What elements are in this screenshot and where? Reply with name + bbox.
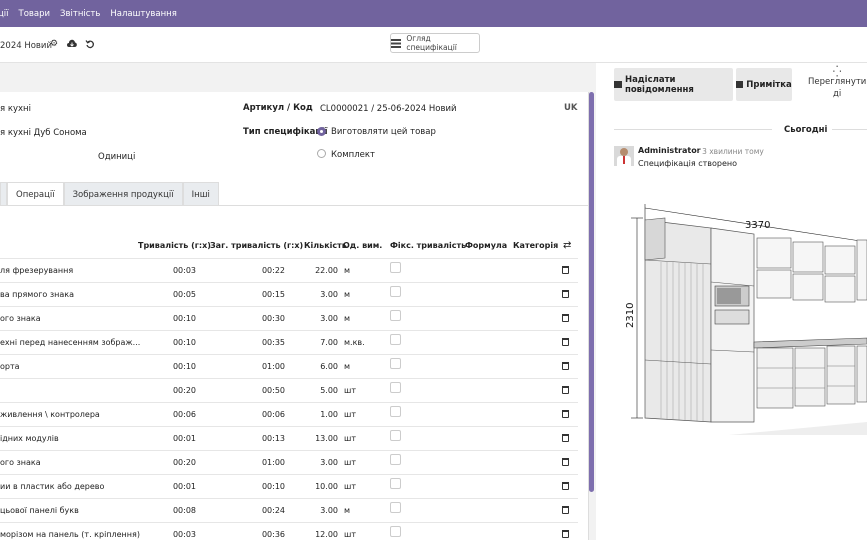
- trash-icon[interactable]: [562, 434, 569, 442]
- sticky-note-icon: [736, 81, 744, 88]
- width-dimension-label: 3370: [745, 220, 770, 231]
- form-scrollbar[interactable]: [589, 92, 594, 492]
- gear-icon[interactable]: ⚙: [50, 39, 59, 49]
- table-row[interactable]: живлення \ контролера 00:06 00:06 1.00 ш…: [0, 402, 578, 426]
- fixed-duration-checkbox[interactable]: [390, 478, 401, 489]
- fixed-duration-checkbox[interactable]: [390, 358, 401, 369]
- note-label: Примітка: [746, 79, 792, 90]
- spec-overview-label: Огляд специфікації: [406, 34, 457, 52]
- dots-icon: ⁛: [832, 65, 842, 78]
- spec-type-label: Тип специфікації: [243, 127, 328, 137]
- product-field[interactable]: я кухні: [0, 104, 31, 114]
- table-row[interactable]: ии в пластик або дерево 00:01 00:10 10.0…: [0, 474, 578, 498]
- col-fixed-duration[interactable]: Фікс. тривалість: [390, 241, 467, 250]
- table-row[interactable]: ля фрезерування 00:03 00:22 22.00 м: [0, 258, 578, 282]
- trash-icon[interactable]: [562, 314, 569, 322]
- menu-item-reporting[interactable]: Звітність: [60, 8, 101, 19]
- radio-kit-label: Комплект: [331, 150, 375, 160]
- fixed-duration-checkbox[interactable]: [390, 262, 401, 273]
- col-uom[interactable]: Од. вим.: [343, 241, 383, 250]
- tab-product-images[interactable]: Зображення продукції: [63, 182, 183, 206]
- fixed-duration-checkbox[interactable]: [390, 454, 401, 465]
- tab-components[interactable]: [0, 182, 7, 206]
- view-button[interactable]: ⁛ Переглянути ді: [808, 65, 867, 99]
- table-row[interactable]: ідних модулів 00:01 00:13 13.00 шт: [0, 426, 578, 450]
- top-navbar: ції Товари Звітність Налаштування: [0, 0, 867, 27]
- trash-icon[interactable]: [562, 410, 569, 418]
- language-badge[interactable]: UK: [564, 103, 578, 113]
- table-row[interactable]: цьової панелі букв 00:08 00:24 3.00 м: [0, 498, 578, 522]
- tab-operations[interactable]: Операції: [7, 182, 64, 206]
- table-row[interactable]: ого знака 00:10 00:30 3.00 м: [0, 306, 578, 330]
- trash-icon[interactable]: [562, 362, 569, 370]
- col-total-duration[interactable]: Заг. тривалість (г:х): [210, 241, 304, 250]
- menu-item-settings[interactable]: Налаштування: [110, 8, 177, 19]
- spec-overview-button[interactable]: Огляд специфікації: [390, 33, 480, 53]
- col-formula[interactable]: Формула: [465, 241, 508, 250]
- cloud-save-icon[interactable]: [67, 39, 77, 49]
- fixed-duration-checkbox[interactable]: [390, 286, 401, 297]
- fixed-duration-checkbox[interactable]: [390, 526, 401, 537]
- avatar[interactable]: [614, 146, 634, 166]
- note-button[interactable]: Примітка: [736, 68, 792, 101]
- discard-icon[interactable]: [85, 39, 95, 49]
- divider-left: [614, 129, 772, 130]
- trash-icon[interactable]: [562, 530, 569, 538]
- radio-manufacture[interactable]: [317, 127, 326, 136]
- trash-icon[interactable]: [562, 266, 569, 274]
- column-settings-icon[interactable]: ⇄: [563, 240, 572, 251]
- col-duration[interactable]: Тривалість (г:х): [138, 241, 211, 250]
- send-message-button[interactable]: Надіслати повідомлення: [614, 68, 733, 101]
- variant-field[interactable]: я кухні Дуб Сонома: [0, 128, 87, 138]
- tab-divider: [0, 205, 588, 206]
- table-row[interactable]: ва прямого знака 00:05 00:15 3.00 м: [0, 282, 578, 306]
- menu-item-products[interactable]: Товари: [18, 8, 51, 19]
- trash-icon[interactable]: [562, 386, 569, 394]
- envelope-icon: [614, 81, 622, 88]
- today-separator: Сьогодні: [784, 125, 828, 135]
- table-row[interactable]: 00:20 00:50 5.00 шт: [0, 378, 578, 402]
- height-dimension-label: 2310: [625, 303, 636, 328]
- table-row[interactable]: орта 00:10 01:00 6.00 м: [0, 354, 578, 378]
- fixed-duration-checkbox[interactable]: [390, 382, 401, 393]
- divider-right: [832, 129, 867, 130]
- trash-icon[interactable]: [562, 458, 569, 466]
- form-tabs: Операції Зображення продукції Інші: [0, 182, 219, 206]
- control-bar: 2024 Новий ⚙ Огляд специфікації: [0, 27, 867, 63]
- message-time: - 3 хвилини тому: [697, 147, 764, 156]
- article-label: Артикул / Код: [243, 103, 313, 113]
- trash-icon[interactable]: [562, 290, 569, 298]
- menu-icon: [391, 38, 402, 48]
- form-sheet: [0, 92, 589, 540]
- send-message-label: Надіслати повідомлення: [624, 74, 694, 95]
- table-row[interactable]: ехні перед нанесенням зображ... 00:10 00…: [0, 330, 578, 354]
- units-field[interactable]: Одиниці: [98, 152, 136, 162]
- fixed-duration-checkbox[interactable]: [390, 310, 401, 321]
- breadcrumb: 2024 Новий: [0, 41, 52, 51]
- tab-other[interactable]: Інші: [182, 182, 219, 206]
- article-value[interactable]: CL0000021 / 25-06-2024 Новий: [320, 104, 457, 114]
- message-body: Специфікація створено: [638, 159, 737, 168]
- menu-item-operations[interactable]: ції: [0, 8, 9, 19]
- fixed-duration-checkbox[interactable]: [390, 406, 401, 417]
- col-category[interactable]: Категорія: [513, 241, 559, 250]
- trash-icon[interactable]: [562, 482, 569, 490]
- radio-kit[interactable]: [317, 149, 326, 158]
- col-quantity[interactable]: Кількість: [304, 241, 347, 250]
- fixed-duration-checkbox[interactable]: [390, 334, 401, 345]
- kitchen-drawing-image[interactable]: 3370 2310: [609, 190, 867, 435]
- fixed-duration-checkbox[interactable]: [390, 502, 401, 513]
- radio-manufacture-label: Виготовляти цей товар: [331, 127, 436, 137]
- fixed-duration-checkbox[interactable]: [390, 430, 401, 441]
- trash-icon[interactable]: [562, 338, 569, 346]
- message-author[interactable]: Administrator: [638, 146, 701, 155]
- table-row[interactable]: морізом на панель (т. кріплення) 00:03 0…: [0, 522, 578, 546]
- trash-icon[interactable]: [562, 506, 569, 514]
- table-row[interactable]: ого знака 00:20 01:00 3.00 шт: [0, 450, 578, 474]
